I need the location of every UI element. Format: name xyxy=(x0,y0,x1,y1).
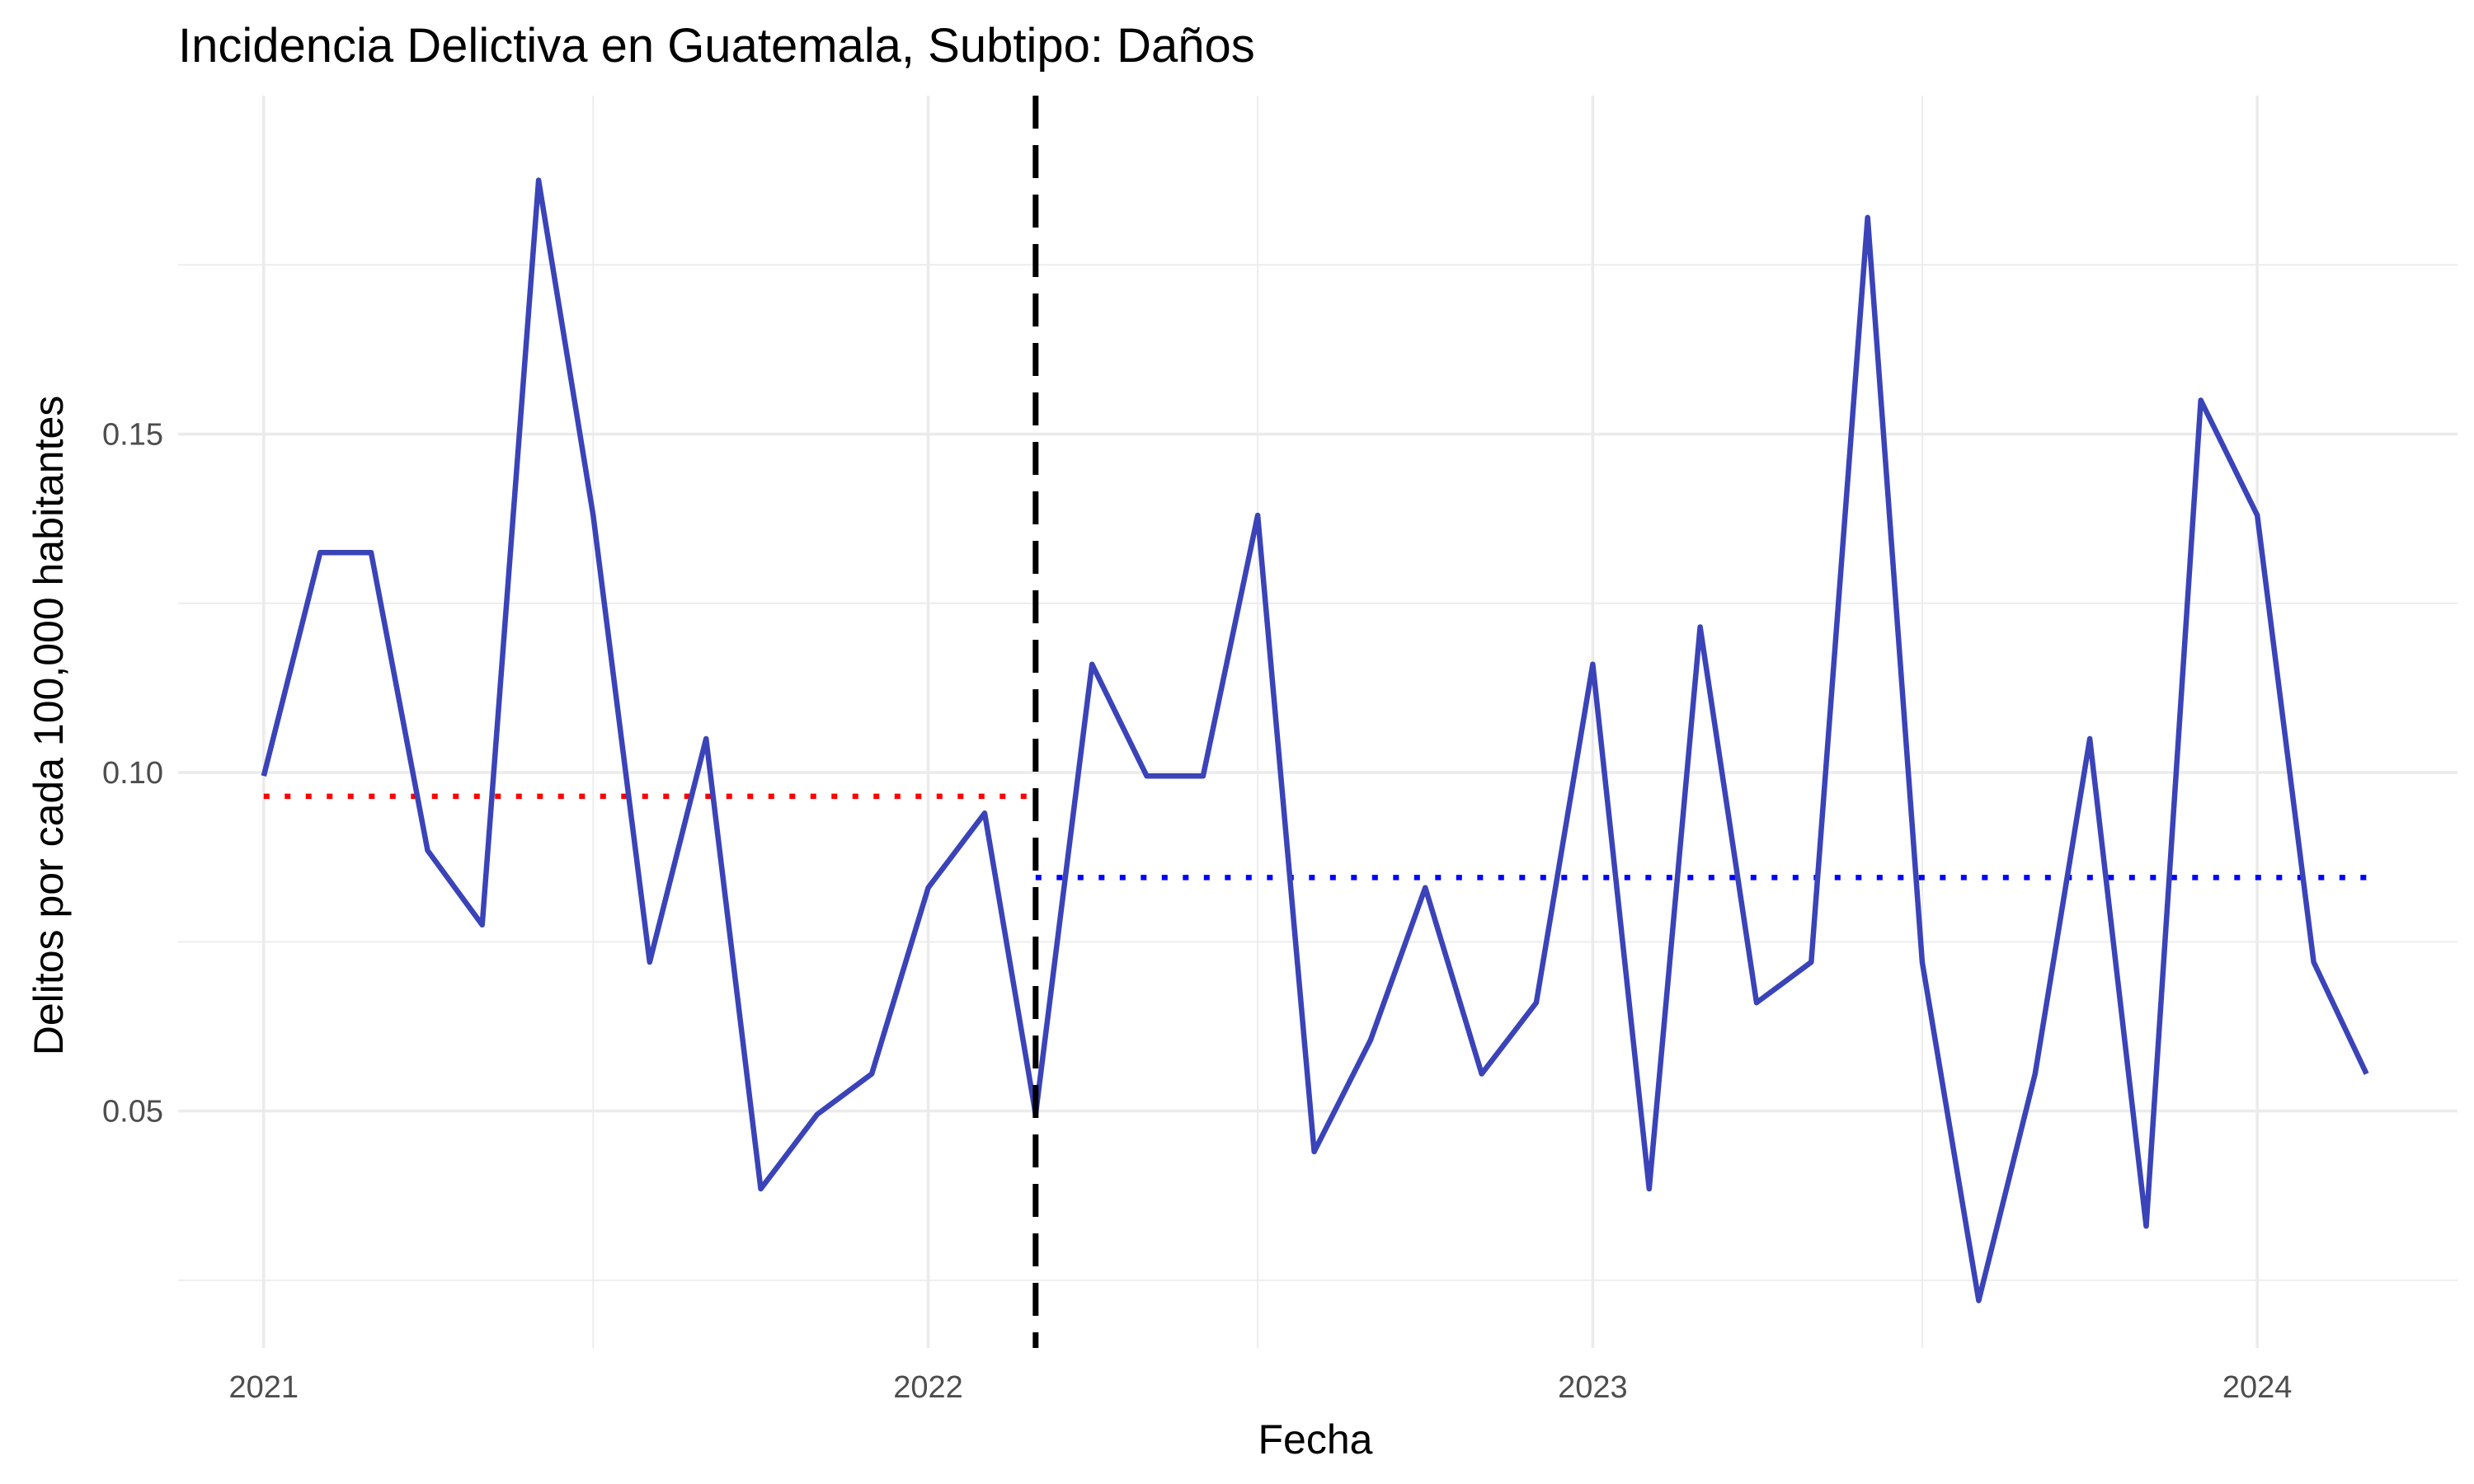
series-line xyxy=(261,177,2369,1303)
x-axis-title: Fecha xyxy=(1258,1416,1373,1463)
y-tick-label: 0.05 xyxy=(102,1095,163,1129)
chart-title: Incidencia Delictiva en Guatemala, Subti… xyxy=(178,19,1255,73)
y-axis-ticks: 0.05 0.10 0.15 xyxy=(102,418,163,1129)
reference-lines xyxy=(263,793,2367,881)
x-tick-label: 2024 xyxy=(2222,1370,2293,1405)
y-axis-title: Delitos por cada 100,000 habitantes xyxy=(26,396,72,1056)
series-layer xyxy=(261,177,2369,1303)
x-tick-label: 2021 xyxy=(228,1370,299,1405)
major-gridlines xyxy=(178,96,2458,1348)
data-points xyxy=(263,96,2367,1348)
x-tick-label: 2022 xyxy=(893,1370,963,1405)
y-tick-label: 0.10 xyxy=(102,756,163,791)
y-tick-label: 0.15 xyxy=(102,418,163,453)
x-tick-label: 2023 xyxy=(1558,1370,1628,1405)
x-axis-ticks: 2021 2022 2023 2024 xyxy=(228,1370,2292,1405)
minor-gridlines xyxy=(178,96,2458,1348)
